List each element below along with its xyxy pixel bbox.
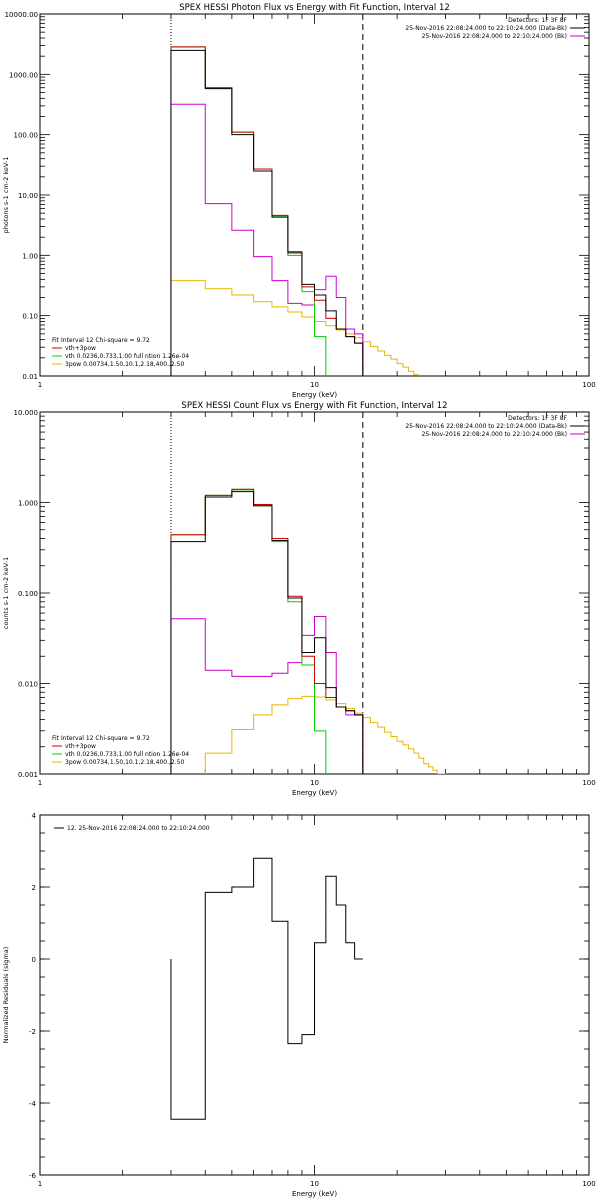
y-tick-label: 0.100 (18, 590, 38, 598)
x-tick-label: 100 (582, 381, 595, 389)
chart-panel-1: SPEX HESSI Photon Flux vs Energy with Fi… (2, 3, 596, 399)
plot-area (170, 488, 446, 774)
chart-title: SPEX HESSI Count Flux vs Energy with Fit… (181, 401, 447, 411)
chart-panel-3: 1 10 100 Energy (keV) -6 -4 -2 0 2 4 Normalized Re… (2, 812, 596, 1198)
y-tick-label: 0.001 (18, 771, 38, 779)
y-tick-label: 100.00 (14, 132, 39, 140)
chart-title: SPEX HESSI Photon Flux vs Energy with Fi… (179, 3, 450, 13)
x-axis-label: Energy (keV) (292, 391, 337, 399)
x-tick-label: 10 (310, 381, 319, 389)
legend-label: 3pow 0.00734,1.50,10.1,2.18,400.,2.50 (65, 361, 184, 368)
legend-label: vth 0.0236,0.733,1.00 full ntion 1.26e-0… (65, 353, 189, 360)
y-axis-label: photons s-1 cm-2 keV-1 (2, 157, 10, 234)
x-tick-label: 100 (582, 1180, 595, 1188)
x-tick-label: 1 (38, 1180, 42, 1188)
plot-area (170, 857, 363, 1120)
x-tick-label: 10 (310, 1180, 319, 1188)
y-axis-label: counts s-1 cm-2 keV-1 (2, 557, 10, 629)
series-bk-step (170, 103, 364, 376)
y-tick-label: -6 (29, 1172, 37, 1180)
y-tick-label: 10.000 (14, 409, 39, 417)
series-residuals-step (170, 857, 363, 1120)
x-axis-label: Energy (keV) (292, 789, 337, 797)
series-vth-step (170, 489, 327, 774)
x-tick-label: 1 (38, 381, 42, 389)
chart-panel-2: SPEX HESSI Count Flux vs Energy with Fit… (2, 401, 596, 797)
detectors-label: Detectors: 1F 3F 8F (508, 415, 567, 422)
series-data-bk-step (170, 49, 364, 376)
time-range-label: 25-Nov-2016 22:08:24.000 to 22:10:24.000… (422, 431, 567, 438)
y-tick-label: 0.01 (22, 373, 38, 381)
x-tick-label: 1 (38, 779, 42, 787)
fit-interval-label: Fit Interval 12 Chi-square = 9.72 (52, 735, 150, 742)
y-tick-label: -4 (29, 1100, 37, 1108)
x-axis-label: Energy (keV) (292, 1190, 337, 1198)
y-tick-label: 0.010 (18, 681, 38, 689)
y-tick-label: 1.000 (18, 500, 38, 508)
legend-label: vth 0.0236,0.733,1.00 full ntion 1.26e-0… (65, 751, 189, 758)
legend-label: 3pow 0.00734,1.50,10.1,2.18,400.,2.50 (65, 759, 184, 766)
legend-label: vth+3pow (65, 743, 96, 750)
series-3pow-step (170, 280, 420, 376)
legend-label: 12. 25-Nov-2016 22:08:24.000 to 22:10:24… (67, 825, 210, 832)
detectors-label: Detectors: 1F 3F 8F (508, 17, 567, 24)
time-range-label: 25-Nov-2016 22:08:24.000 to 22:10:24.000… (405, 423, 567, 430)
y-tick-label: -2 (29, 1028, 36, 1036)
x-tick-label: 10 (310, 779, 319, 787)
y-tick-label: 0.10 (22, 313, 38, 321)
legend-label: vth+3pow (65, 345, 96, 352)
y-tick-label: 1000.00 (9, 71, 38, 79)
series-3pow-step (170, 695, 446, 774)
time-range-label: 25-Nov-2016 22:08:24.000 to 22:10:24.000… (405, 25, 567, 32)
plot-area (170, 46, 420, 376)
x-tick-label: 100 (582, 779, 595, 787)
y-tick-label: 0 (32, 956, 36, 964)
y-tick-label: 4 (32, 812, 37, 820)
y-tick-label: 1.00 (22, 252, 38, 260)
y-tick-label: 2 (32, 884, 36, 892)
y-tick-label: 10000.00 (5, 11, 38, 19)
time-range-label: 25-Nov-2016 22:08:24.000 to 22:10:24.000… (422, 33, 567, 40)
y-axis-label: Normalized Residuals (sigma) (2, 947, 10, 1044)
fit-interval-label: Fit Interval 12 Chi-square = 9.72 (52, 337, 150, 344)
y-tick-label: 10.00 (18, 192, 38, 200)
series-data-bk-step (170, 491, 364, 774)
